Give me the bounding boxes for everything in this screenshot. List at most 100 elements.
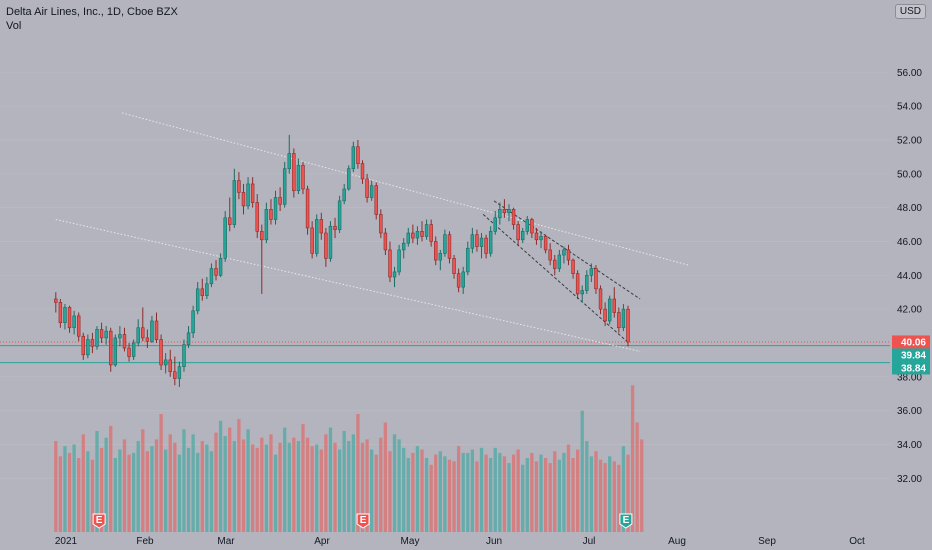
candle <box>525 216 530 235</box>
y-axis-tick-label: 38.00 <box>897 372 922 383</box>
candle <box>621 304 626 332</box>
candle-body <box>127 347 131 357</box>
candle-body <box>209 268 214 285</box>
candle-body <box>443 234 447 254</box>
volume-bar <box>608 456 612 532</box>
y-axis-tick-label: 56.00 <box>897 68 922 79</box>
candle <box>434 236 438 266</box>
candle <box>461 266 465 294</box>
candle-body <box>237 180 241 193</box>
candle <box>104 326 108 345</box>
volume-indicator-label[interactable]: Vol <box>6 20 22 32</box>
candle <box>406 227 410 247</box>
candle <box>173 356 177 386</box>
candle-body <box>415 231 420 239</box>
candle-body <box>67 307 72 329</box>
candle <box>86 334 90 359</box>
earnings-icon[interactable]: E <box>356 513 370 529</box>
volume-bar <box>402 447 406 532</box>
volume-bar <box>214 432 218 532</box>
volume-bar <box>365 439 369 532</box>
candle-body <box>191 310 195 334</box>
candle <box>484 234 488 259</box>
volume-bar <box>113 458 117 532</box>
candle <box>228 197 232 232</box>
candle-body <box>232 180 237 225</box>
candle-body <box>113 337 118 366</box>
volume-bar <box>548 463 552 532</box>
candle <box>282 161 287 208</box>
candle-body <box>347 168 351 190</box>
candle <box>360 160 365 184</box>
volume-bar <box>626 454 630 532</box>
candle <box>589 263 594 283</box>
volume-bar <box>164 449 168 532</box>
candle <box>443 229 447 257</box>
candle-body <box>154 320 159 340</box>
candle-body <box>168 359 172 373</box>
candle-body <box>438 253 443 261</box>
price-label-text: 39.84 <box>901 350 926 361</box>
candle <box>516 221 520 245</box>
volume-bar <box>360 442 365 532</box>
volume-bar <box>525 458 529 532</box>
y-axis-tick-label: 44.00 <box>897 271 922 282</box>
candle <box>401 238 406 259</box>
volume-bar <box>328 427 333 532</box>
candle-body <box>173 371 177 379</box>
candle-body <box>493 217 497 232</box>
volume-bar <box>475 461 479 532</box>
candle-body <box>86 339 90 356</box>
x-axis-tick-label: Mar <box>217 536 235 547</box>
candle-body <box>310 227 314 254</box>
candle-body <box>553 259 557 269</box>
volume-bar <box>452 461 456 532</box>
y-axis-tick-label: 42.00 <box>897 305 922 316</box>
candle <box>566 244 571 266</box>
price-label: 40.06 <box>892 335 930 349</box>
candle-body <box>278 197 282 205</box>
candle-body <box>516 224 520 241</box>
candle-body <box>63 307 67 323</box>
candle <box>237 172 241 200</box>
candle-body <box>406 232 410 244</box>
candle-body <box>562 249 566 256</box>
candle <box>479 233 484 259</box>
volume-bar <box>136 441 140 532</box>
volume-bar <box>621 446 626 532</box>
candle-body <box>296 165 301 192</box>
candle <box>520 227 525 244</box>
earnings-icon[interactable]: E <box>92 513 106 529</box>
symbol-title[interactable]: Delta Air Lines, Inc., 1D, Cboe BZX <box>6 6 178 18</box>
candle <box>159 334 163 371</box>
volume-bar <box>374 454 378 532</box>
candle <box>163 353 168 374</box>
volume-bar <box>77 458 81 532</box>
candle <box>617 307 621 333</box>
candle <box>539 231 543 249</box>
volume-bar <box>269 434 273 532</box>
candle-body <box>54 298 58 303</box>
candle-body <box>250 183 255 203</box>
candle <box>397 244 401 276</box>
candle <box>571 258 575 279</box>
volume-bar <box>283 427 287 532</box>
candle-body <box>218 258 223 276</box>
volume-bar <box>571 458 575 532</box>
candle-body <box>205 283 209 296</box>
candle-body <box>585 275 589 291</box>
earnings-icon[interactable]: E <box>619 513 633 529</box>
candle <box>557 249 562 272</box>
volume-bar <box>612 461 616 532</box>
candle <box>493 211 497 235</box>
candle <box>67 305 72 333</box>
volume-bar <box>411 452 415 532</box>
price-label-bg <box>892 335 930 349</box>
candle <box>594 265 598 294</box>
currency-badge[interactable]: USD <box>894 4 926 19</box>
volume-bar <box>273 454 278 532</box>
volume-bar <box>447 459 452 532</box>
candle <box>278 187 282 212</box>
volume-bar <box>99 447 104 532</box>
